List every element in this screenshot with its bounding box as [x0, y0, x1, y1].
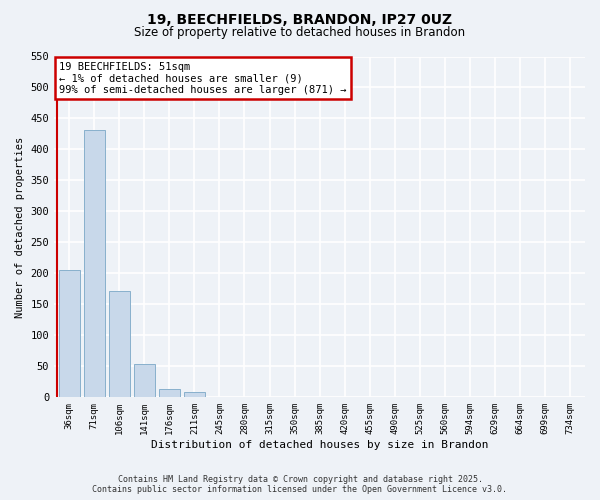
Bar — [559, 396, 581, 398]
Text: Size of property relative to detached houses in Brandon: Size of property relative to detached ho… — [134, 26, 466, 39]
Bar — [184, 392, 205, 398]
Bar — [159, 390, 180, 398]
Text: 19 BEECHFIELDS: 51sqm
← 1% of detached houses are smaller (9)
99% of semi-detach: 19 BEECHFIELDS: 51sqm ← 1% of detached h… — [59, 62, 347, 95]
Text: Contains HM Land Registry data © Crown copyright and database right 2025.
Contai: Contains HM Land Registry data © Crown c… — [92, 474, 508, 494]
Bar — [59, 270, 80, 398]
X-axis label: Distribution of detached houses by size in Brandon: Distribution of detached houses by size … — [151, 440, 488, 450]
Text: 19, BEECHFIELDS, BRANDON, IP27 0UZ: 19, BEECHFIELDS, BRANDON, IP27 0UZ — [148, 12, 452, 26]
Bar — [109, 290, 130, 398]
Y-axis label: Number of detached properties: Number of detached properties — [15, 136, 25, 318]
Bar — [134, 364, 155, 398]
Bar — [83, 130, 105, 398]
